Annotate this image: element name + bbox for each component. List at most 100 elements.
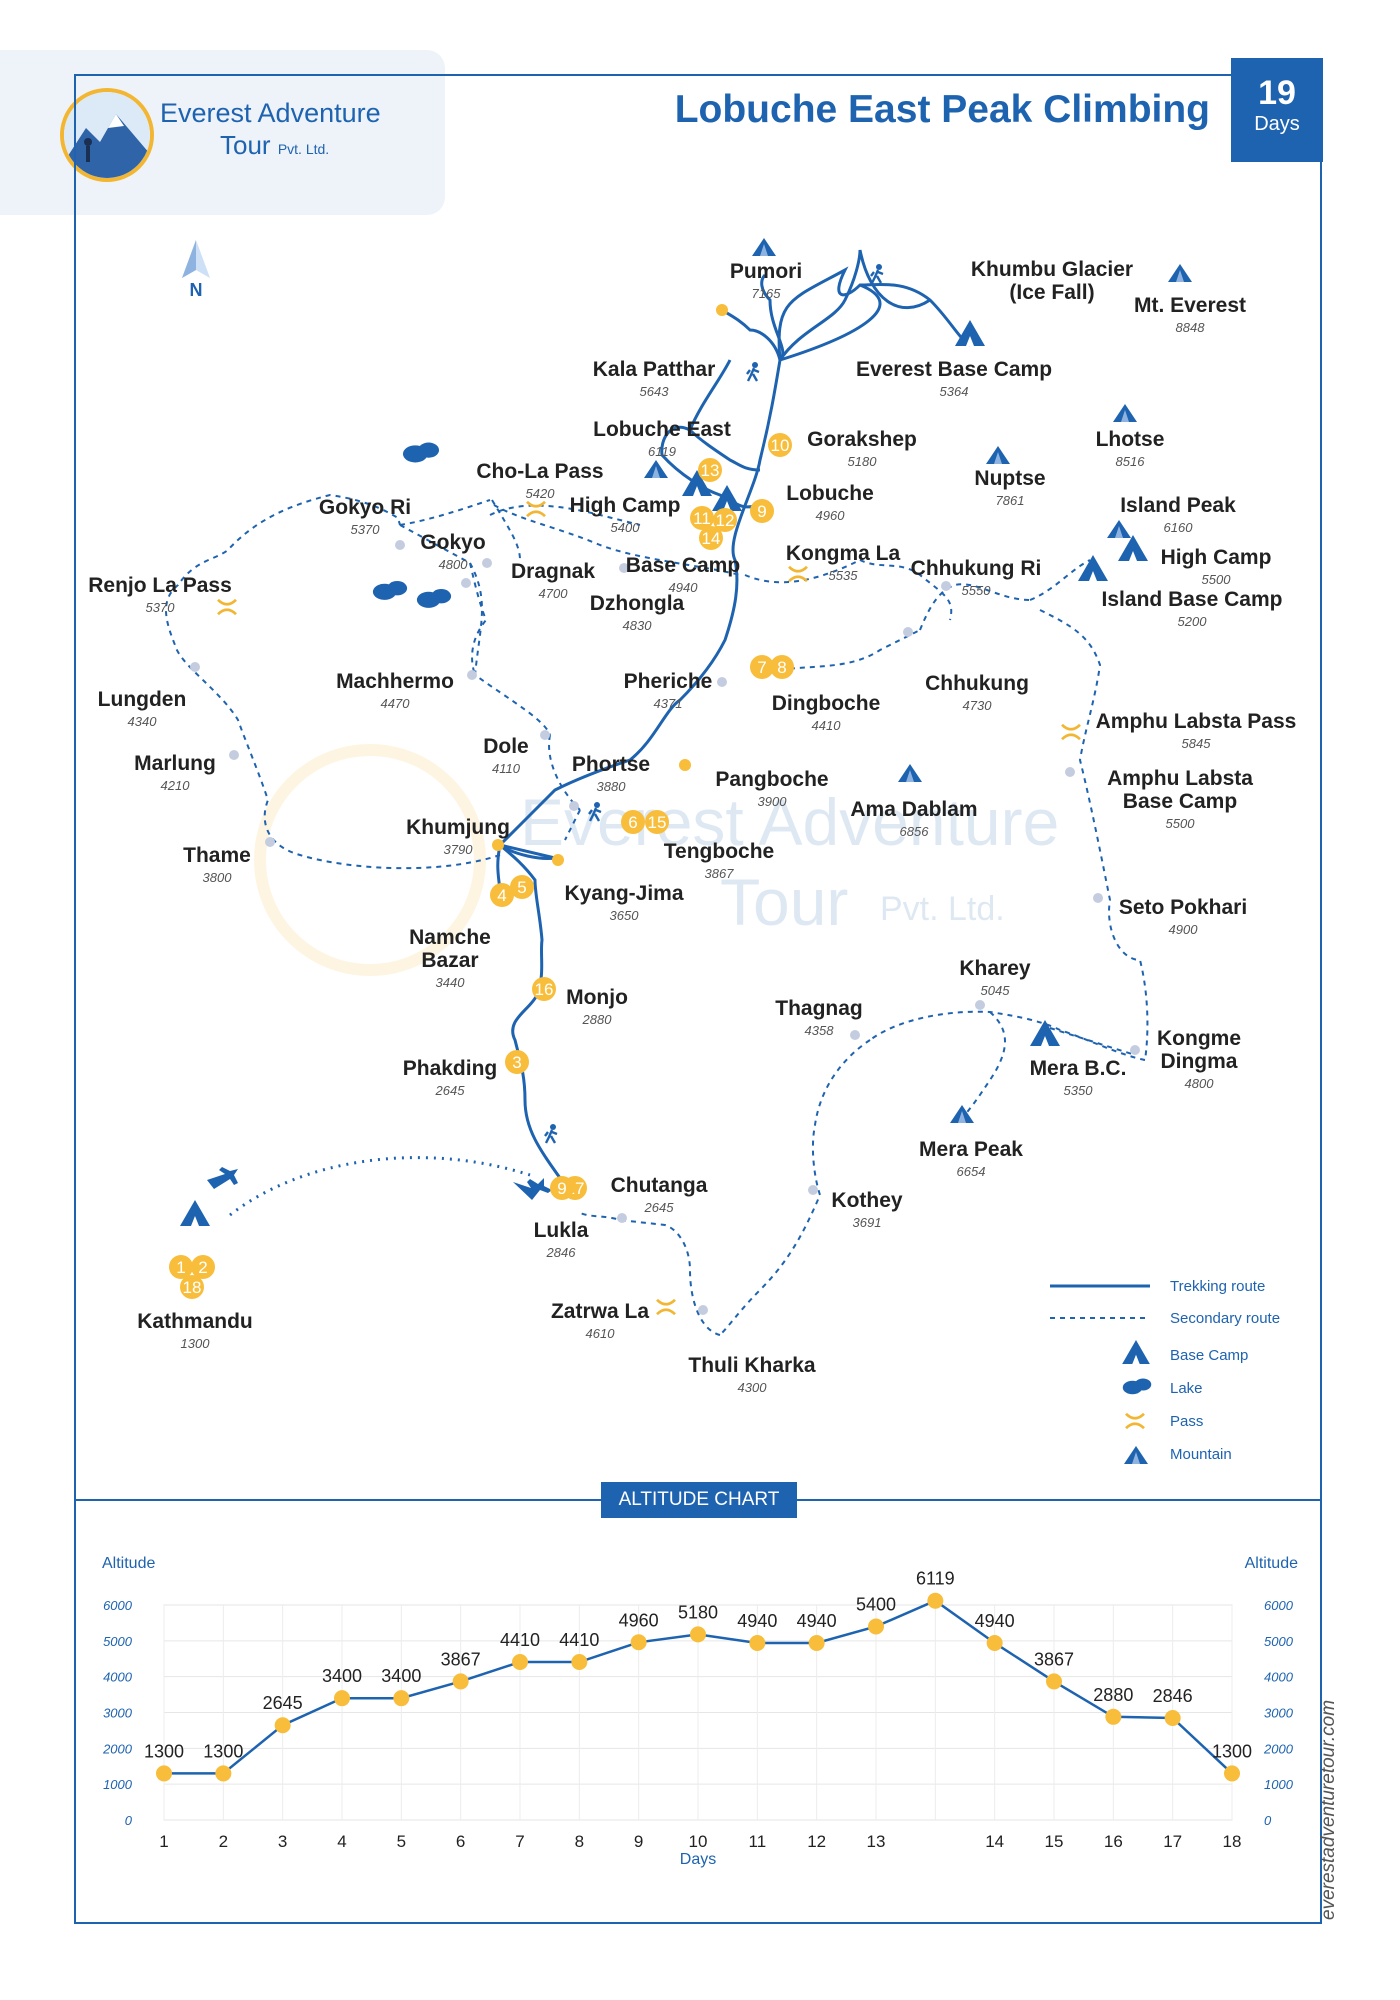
place-pumori: Pumori 7165 [730,260,802,301]
day-marker: 3 [505,1050,529,1074]
place-setopokhari: Seto Pokhari 4900 [1119,896,1247,937]
day-marker-dot [768,433,792,457]
day-marker: 6 [621,810,645,834]
place-name: Lhotse [1096,428,1165,451]
day-marker-dot [505,1050,529,1074]
place-basecamp: Base Camp 4940 [626,554,740,595]
altitude-value-label: 2880 [1093,1685,1133,1705]
route-nodes [492,304,728,866]
altitude-point [215,1765,232,1782]
day-marker-label: 4 [497,886,506,905]
lake-icon [1122,1378,1152,1395]
x-tick-label: 2 [219,1832,228,1851]
place-kyangjima: Kyang-Jima 3650 [564,882,683,923]
altitude-point [274,1717,291,1734]
place-chhukungri: Chhukung Ri 5550 [911,557,1042,598]
place-gokyori: Gokyo Ri 5370 [319,496,411,537]
brand-subtitle: Tour Pvt. Ltd. [220,130,329,161]
altitude-point [156,1765,172,1782]
day-marker: 12 [713,508,737,532]
day-marker-label: 2 [198,1258,207,1277]
x-tick-label: 10 [689,1832,708,1851]
mountain-icon [1113,404,1137,422]
day-marker: 4 [490,883,514,907]
place-renjola: Renjo La Pass 5370 [88,574,232,615]
y-tick-left: 5000 [103,1634,133,1649]
place-lobuche: Lobuche 4960 [786,482,874,523]
place-dzhongla: Dzhongla 4830 [590,592,685,633]
basecamp-icon [180,1200,210,1226]
place-name: Kathmandu [137,1310,253,1333]
altitude-value-label: 4940 [737,1611,777,1631]
x-tick-label: 12 [807,1832,826,1851]
north-arrow: N [182,240,210,300]
place-altitude: 4470 [381,696,411,711]
place-islandpeak: Island Peak 6160 [1120,494,1236,535]
place-dole: Dole 4110 [483,735,529,776]
place-altitude: 4940 [669,580,699,595]
place-name: Dole [483,735,529,758]
day-marker-label: 1 [176,1258,185,1277]
pass-icon [787,565,809,583]
place-name: Pumori [730,260,802,283]
north-label: N [190,280,203,300]
altitude-value-label: 5180 [678,1602,718,1622]
place-name: Dingboche [772,692,881,715]
legend-mountain: Mountain [1170,1446,1232,1463]
y-tick-left: 3000 [103,1706,133,1721]
place-name: Zatrwa La [551,1300,649,1323]
day-marker-dot [550,1176,574,1200]
altitude-point [452,1673,469,1690]
place-altitude: 5500 [1202,572,1232,587]
day-marker: 11 [690,506,714,530]
place-altitude: 4730 [963,698,993,713]
y-axis-label-right: Altitude [1245,1555,1298,1572]
day-marker: 18 [180,1275,204,1299]
altitude-point [1164,1710,1181,1727]
place-everest: Mt. Everest 8848 [1134,294,1246,335]
legend-lake: Lake [1170,1380,1203,1397]
place-name: Pangboche [715,768,828,791]
place-altitude: 5420 [526,486,556,501]
place-altitude: 5500 [1166,816,1196,831]
day-marker: 15 [645,810,669,834]
day-marker-dot [690,506,714,530]
place-kharey: Kharey 5045 [959,957,1031,998]
place-name: Thagnag [775,997,863,1020]
place-altitude: 6856 [900,824,930,839]
place-altitude: 4410 [812,718,842,733]
place-name: Bazar [421,949,478,972]
place-altitude: 6119 [648,444,676,459]
place-kalapatthar: Kala Patthar 5643 [593,358,716,399]
hiker-icon [869,264,885,284]
place-name: Kharey [959,957,1031,980]
place-name: Renjo La Pass [88,574,232,597]
place-name: (Ice Fall) [1009,281,1094,304]
mountain-icon [644,460,668,478]
page-title: Lobuche East Peak Climbing [674,88,1210,131]
day-marker: 16 [532,977,556,1001]
place-altitude: 4960 [816,508,846,523]
place-kothey: Kothey 3691 [831,1189,902,1230]
altitude-value-label: 1300 [203,1741,243,1761]
x-tick-label: 17 [1163,1832,1182,1851]
y-tick-right: 4000 [1264,1670,1294,1685]
altitude-value-label: 4410 [500,1630,540,1650]
brand-sub-main: Tour [220,130,271,160]
place-marlung: Marlung 4210 [134,752,216,793]
place-dragnak: Dragnak 4700 [511,560,595,601]
place-name: Mera Peak [919,1138,1023,1161]
basecamp-icon [712,485,742,511]
place-name: Kongme [1157,1027,1241,1050]
place-name: High Camp [570,494,681,517]
duration-number: 19 [1258,74,1296,112]
basecamp-icon [1118,535,1148,561]
day-marker: 9 [750,499,774,523]
day-marker-dot [750,499,774,523]
website-url: everestadventuretour.com [1318,1699,1339,1920]
day-marker: 2 [191,1255,215,1279]
day-marker-dot [713,508,737,532]
lake-icons [372,442,452,608]
